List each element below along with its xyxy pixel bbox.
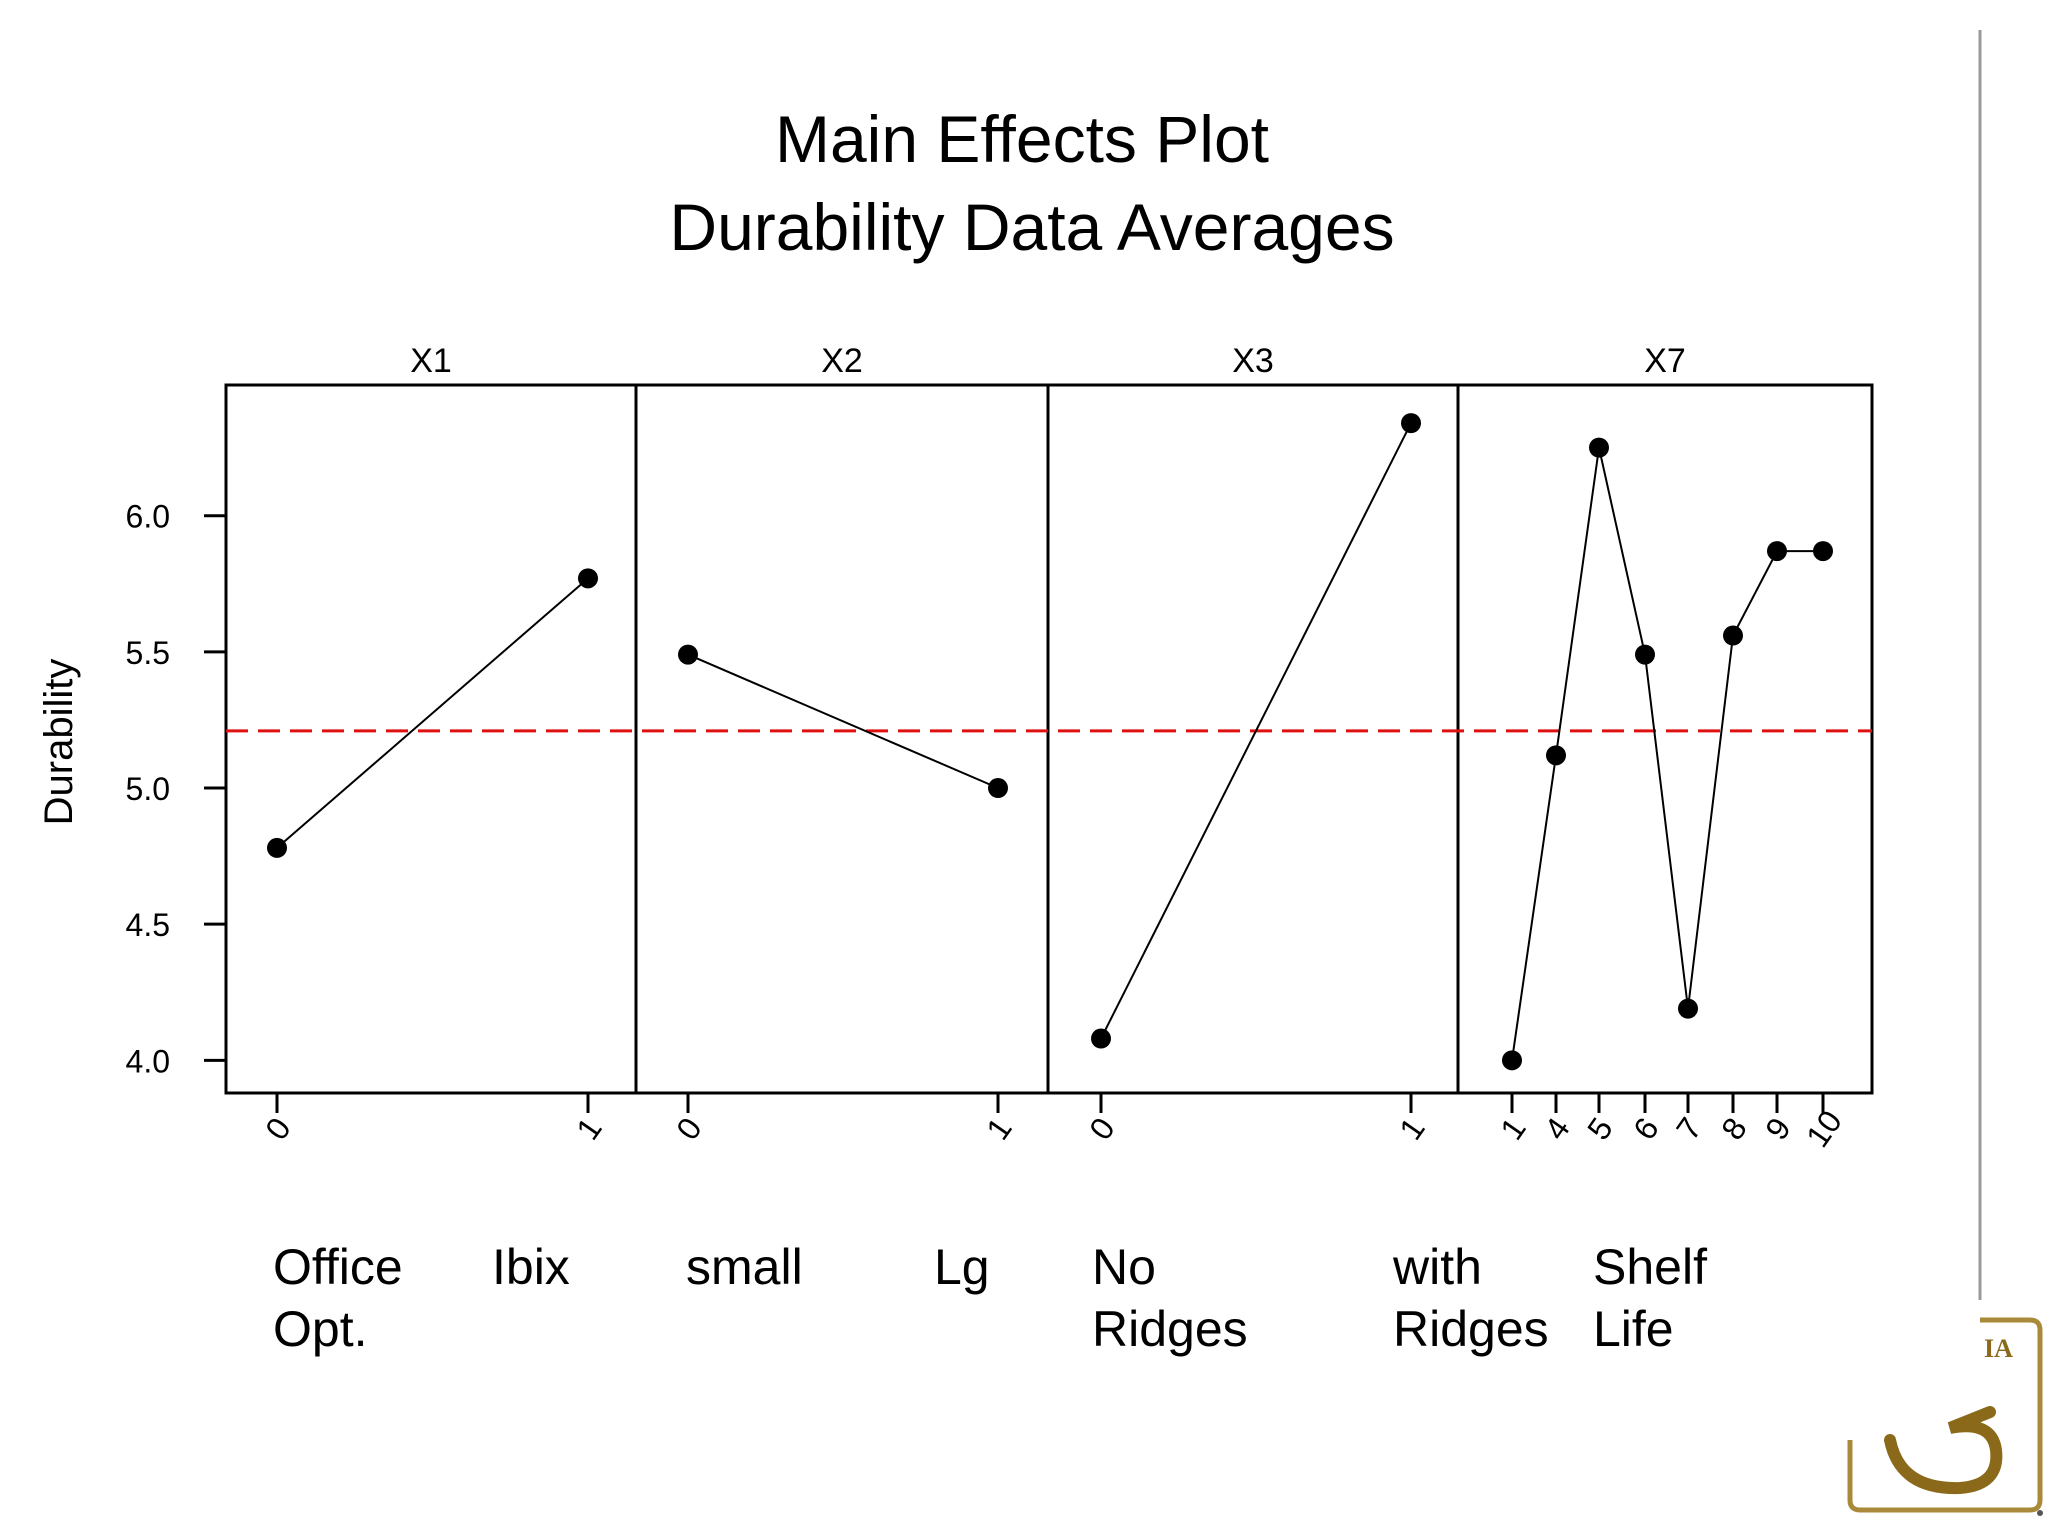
category-note: Opt. xyxy=(273,1301,367,1357)
category-note: Office xyxy=(273,1239,403,1295)
y-tick-label: 6.0 xyxy=(126,499,170,535)
y-axis: 4.0 4.5 5.0 5.5 6.0 xyxy=(126,499,226,1079)
y-axis-label: Durability xyxy=(37,659,81,826)
y-tick-label: 4.5 xyxy=(126,907,170,943)
data-point xyxy=(1502,1050,1522,1071)
data-point xyxy=(678,644,698,665)
panels-layer: X1 X2 X3 X7 xyxy=(224,342,1874,1095)
chart-title: Main Effects Plot xyxy=(775,102,1269,176)
category-note: Shelf xyxy=(1593,1239,1707,1295)
x-tick-label: 1 xyxy=(569,1111,609,1146)
x-tick-label: 8 xyxy=(1714,1111,1754,1146)
logo-frame xyxy=(1847,1317,2043,1513)
y-tick-label: 5.0 xyxy=(126,771,170,807)
data-point xyxy=(1678,998,1698,1019)
x-tick-label: 9 xyxy=(1758,1111,1798,1146)
logo: IA xyxy=(1847,1317,2043,1516)
series-line-x1 xyxy=(276,577,589,849)
x-tick-label: 5 xyxy=(1580,1111,1620,1146)
data-point xyxy=(1401,413,1421,434)
chart-subtitle: Durability Data Averages xyxy=(669,190,1394,264)
series-line-x3 xyxy=(1100,422,1412,1039)
data-point xyxy=(1589,437,1609,458)
x-tick-label: 0 xyxy=(1082,1111,1122,1146)
data-point xyxy=(988,778,1008,799)
logo-text: IA xyxy=(1984,1334,2013,1363)
data-point xyxy=(1635,644,1655,665)
category-note: No xyxy=(1092,1239,1156,1295)
panel-frame-x2 xyxy=(634,383,1050,1095)
category-note: with xyxy=(1392,1239,1482,1295)
data-point xyxy=(578,568,598,589)
category-note: Ridges xyxy=(1393,1301,1549,1357)
logo-emblem xyxy=(1884,1406,2003,1495)
category-note: Ridges xyxy=(1092,1301,1248,1357)
category-notes: Office Opt. Ibix small Lg No Ridges with Ridges S… xyxy=(273,1239,1707,1357)
panel-frame-x1 xyxy=(224,383,638,1095)
data-point xyxy=(1813,541,1833,562)
x-tick-label: 1 xyxy=(1493,1111,1533,1146)
data-point xyxy=(1767,541,1787,562)
category-note: Ibix xyxy=(492,1239,570,1295)
x-tick-label: 10 xyxy=(1799,1104,1849,1154)
category-note: Lg xyxy=(934,1239,990,1295)
logo-dot xyxy=(2037,1510,2043,1516)
category-note: Life xyxy=(1593,1301,1674,1357)
y-tick-label: 5.5 xyxy=(126,635,170,671)
panel-title-x7: X7 xyxy=(1644,342,1686,380)
panel-title-x2: X2 xyxy=(821,342,863,380)
series-layer xyxy=(267,413,1833,1071)
x-tick-label: 0 xyxy=(258,1111,298,1146)
panel-title-x1: X1 xyxy=(410,342,452,380)
x-tick-label: 1 xyxy=(1392,1111,1432,1146)
data-point xyxy=(1091,1028,1111,1049)
x-tick-label: 1 xyxy=(979,1111,1019,1146)
x-tick-label: 6 xyxy=(1626,1111,1666,1146)
category-note: small xyxy=(686,1239,803,1295)
data-point xyxy=(1723,625,1743,646)
x-tick-label: 0 xyxy=(669,1111,709,1146)
y-tick-label: 4.0 xyxy=(126,1043,170,1079)
series-line-x7 xyxy=(1511,447,1823,1061)
series-line-x2 xyxy=(687,653,999,789)
data-point xyxy=(267,837,287,858)
x-tick-label: 7 xyxy=(1669,1111,1709,1146)
x-axis: 0 1 0 1 0 1 1 4 5 6 7 8 9 10 xyxy=(258,1093,1849,1154)
data-point xyxy=(1546,745,1566,766)
panel-frame-x7 xyxy=(1456,383,1874,1095)
x-tick-label: 4 xyxy=(1537,1111,1577,1146)
panel-title-x3: X3 xyxy=(1232,342,1274,380)
